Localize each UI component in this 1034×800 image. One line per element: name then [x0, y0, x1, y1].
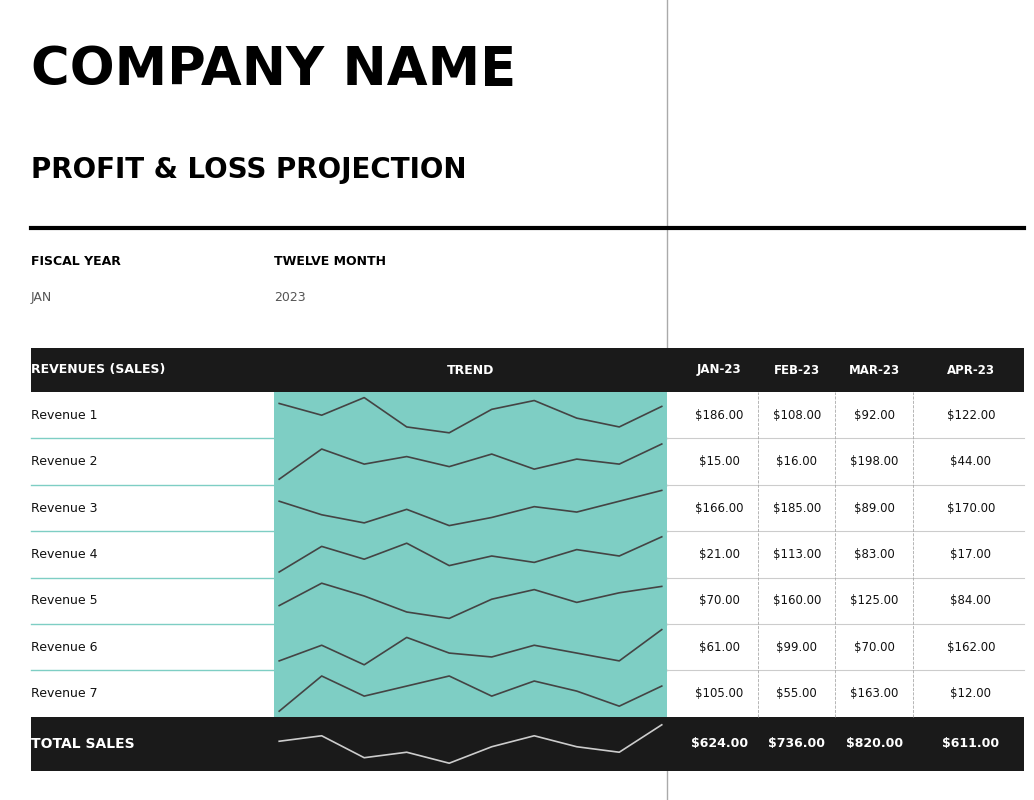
Text: $99.00: $99.00 [777, 641, 817, 654]
Text: Revenue 3: Revenue 3 [31, 502, 97, 514]
Text: TREND: TREND [447, 363, 494, 377]
Text: $89.00: $89.00 [854, 502, 894, 514]
Text: $624.00: $624.00 [691, 738, 748, 750]
Text: $186.00: $186.00 [695, 409, 743, 422]
FancyBboxPatch shape [274, 485, 667, 531]
Text: $611.00: $611.00 [942, 738, 1000, 750]
Text: $736.00: $736.00 [768, 738, 825, 750]
FancyBboxPatch shape [31, 670, 1024, 717]
Text: $163.00: $163.00 [850, 687, 899, 700]
Text: $166.00: $166.00 [695, 502, 743, 514]
Text: Revenue 7: Revenue 7 [31, 687, 97, 700]
Text: $92.00: $92.00 [854, 409, 894, 422]
FancyBboxPatch shape [274, 624, 667, 670]
Text: $70.00: $70.00 [699, 594, 739, 607]
Text: Revenue 5: Revenue 5 [31, 594, 97, 607]
Text: TWELVE MONTH: TWELVE MONTH [274, 255, 386, 268]
FancyBboxPatch shape [31, 438, 1024, 485]
FancyBboxPatch shape [274, 438, 667, 485]
Text: Revenue 6: Revenue 6 [31, 641, 97, 654]
Text: $105.00: $105.00 [695, 687, 743, 700]
FancyBboxPatch shape [31, 531, 1024, 578]
Text: TOTAL SALES: TOTAL SALES [31, 737, 134, 751]
Text: REVENUES (SALES): REVENUES (SALES) [31, 363, 165, 377]
Text: $21.00: $21.00 [699, 548, 739, 561]
FancyBboxPatch shape [31, 348, 1024, 392]
Text: $12.00: $12.00 [950, 687, 992, 700]
Text: $122.00: $122.00 [947, 409, 995, 422]
Text: $198.00: $198.00 [850, 455, 899, 468]
Text: $15.00: $15.00 [699, 455, 739, 468]
Text: $185.00: $185.00 [772, 502, 821, 514]
FancyBboxPatch shape [274, 670, 667, 717]
Text: $125.00: $125.00 [850, 594, 899, 607]
Text: $820.00: $820.00 [846, 738, 903, 750]
Text: Revenue 1: Revenue 1 [31, 409, 97, 422]
FancyBboxPatch shape [31, 485, 1024, 531]
Text: $44.00: $44.00 [950, 455, 992, 468]
Text: $162.00: $162.00 [947, 641, 995, 654]
Text: APR-23: APR-23 [947, 363, 995, 377]
Text: JAN-23: JAN-23 [697, 363, 741, 377]
FancyBboxPatch shape [31, 578, 1024, 624]
Text: $16.00: $16.00 [777, 455, 817, 468]
Text: $61.00: $61.00 [699, 641, 739, 654]
Text: $17.00: $17.00 [950, 548, 992, 561]
Text: Revenue 4: Revenue 4 [31, 548, 97, 561]
Text: $170.00: $170.00 [947, 502, 995, 514]
Text: JAN: JAN [31, 291, 53, 304]
Text: Revenue 2: Revenue 2 [31, 455, 97, 468]
Text: 2023: 2023 [274, 291, 306, 304]
Text: PROFIT & LOSS PROJECTION: PROFIT & LOSS PROJECTION [31, 156, 466, 184]
Text: COMPANY NAME: COMPANY NAME [31, 44, 516, 96]
Text: FISCAL YEAR: FISCAL YEAR [31, 255, 121, 268]
FancyBboxPatch shape [31, 717, 1024, 771]
FancyBboxPatch shape [274, 531, 667, 578]
Text: $113.00: $113.00 [772, 548, 821, 561]
Text: MAR-23: MAR-23 [849, 363, 900, 377]
Text: $83.00: $83.00 [854, 548, 894, 561]
FancyBboxPatch shape [31, 392, 1024, 438]
Text: $55.00: $55.00 [777, 687, 817, 700]
FancyBboxPatch shape [274, 578, 667, 624]
FancyBboxPatch shape [274, 392, 667, 438]
Text: FEB-23: FEB-23 [773, 363, 820, 377]
FancyBboxPatch shape [31, 624, 1024, 670]
Text: $160.00: $160.00 [772, 594, 821, 607]
Text: $84.00: $84.00 [950, 594, 992, 607]
Text: $108.00: $108.00 [772, 409, 821, 422]
Text: $70.00: $70.00 [854, 641, 894, 654]
